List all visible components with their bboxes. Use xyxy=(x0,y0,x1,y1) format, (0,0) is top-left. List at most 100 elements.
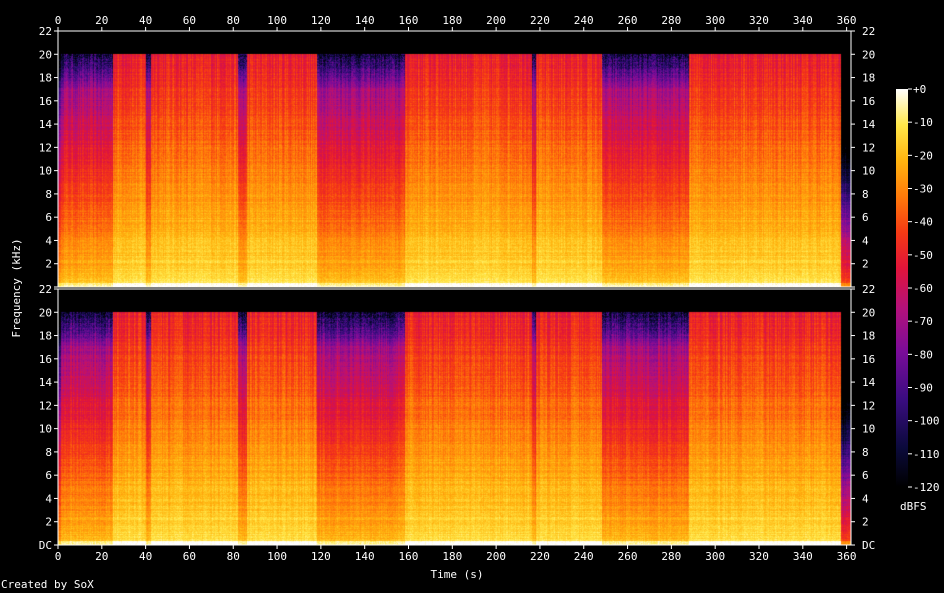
y-tick-label-left: 6 xyxy=(45,469,52,482)
x-tick-label-bottom: 120 xyxy=(311,550,331,563)
x-tick-label-bottom: 180 xyxy=(442,550,462,563)
x-tick-label-top: 300 xyxy=(705,14,725,27)
x-tick-label-top: 140 xyxy=(355,14,375,27)
y-tick-label-right: 22 xyxy=(862,283,875,296)
x-tick-label-bottom: 200 xyxy=(486,550,506,563)
colorbar xyxy=(896,89,908,487)
y-tick-label-left: 22 xyxy=(39,25,52,38)
x-tick-label-bottom: 20 xyxy=(95,550,108,563)
x-tick-label-bottom: 100 xyxy=(267,550,287,563)
colorbar-tick-label: -40 xyxy=(913,216,933,229)
y-tick-label-right: 2 xyxy=(862,258,869,271)
y-tick-label-left: 20 xyxy=(39,48,52,61)
x-tick-label-top: 180 xyxy=(442,14,462,27)
y-tick-label-left: 8 xyxy=(45,446,52,459)
x-tick-label-top: 160 xyxy=(399,14,419,27)
channel-2-frame xyxy=(57,288,852,546)
x-tick-label-top: 240 xyxy=(574,14,594,27)
colorbar-tick-label: -60 xyxy=(913,282,933,295)
x-tick-label-bottom: 300 xyxy=(705,550,725,563)
colorbar-label: dBFS xyxy=(900,500,927,513)
y-tick-label-left: 16 xyxy=(39,95,52,108)
y-tick-label-right: 6 xyxy=(862,211,869,224)
y-tick-label-left: 18 xyxy=(39,72,52,85)
y-tick-label-right: 12 xyxy=(862,141,875,154)
y-tick-label-left: 2 xyxy=(45,516,52,529)
x-tick-label-top: 200 xyxy=(486,14,506,27)
x-tick-label-top: 340 xyxy=(793,14,813,27)
x-tick-label-top: 320 xyxy=(749,14,769,27)
y-axis-label: Frequency (kHz) xyxy=(10,238,23,337)
x-tick-label-bottom: 80 xyxy=(227,550,240,563)
colorbar-tick-label: -120 xyxy=(913,481,940,494)
y-tick-label-right: 20 xyxy=(862,48,875,61)
y-tick-label-right: 8 xyxy=(862,446,869,459)
y-tick-label-left: 16 xyxy=(39,353,52,366)
y-tick-label-left: 12 xyxy=(39,141,52,154)
channel-1-frame xyxy=(57,30,852,288)
x-tick-label-bottom: 340 xyxy=(793,550,813,563)
y-tick-label-right: 18 xyxy=(862,72,875,85)
x-tick-label-top: 260 xyxy=(618,14,638,27)
x-tick-label-top: 60 xyxy=(183,14,196,27)
y-tick-label-right: 10 xyxy=(862,165,875,178)
y-tick-label-left: 4 xyxy=(45,492,52,505)
colorbar-tick-label: -70 xyxy=(913,315,933,328)
y-tick-label-right: 8 xyxy=(862,188,869,201)
y-tick-label-left: 2 xyxy=(45,258,52,271)
y-tick-label-left: 4 xyxy=(45,234,52,247)
y-tick-label-left: 8 xyxy=(45,188,52,201)
colorbar-tick-label: -20 xyxy=(913,149,933,162)
y-tick-label-right: 4 xyxy=(862,234,869,247)
x-tick-label-bottom: 220 xyxy=(530,550,550,563)
spectrogram-channel-2 xyxy=(58,289,851,545)
y-tick-label-right: 22 xyxy=(862,25,875,38)
colorbar-tick-label: -30 xyxy=(913,183,933,196)
x-tick-label-top: 280 xyxy=(661,14,681,27)
x-tick-label-bottom: 360 xyxy=(837,550,857,563)
y-tick-label-right: 14 xyxy=(862,118,876,131)
x-axis: 0 0 20 20 40 40 60 60 80 80 100 100 120 120 140 140 160 1… xyxy=(55,14,857,563)
x-tick-label-bottom: 40 xyxy=(139,550,152,563)
y-tick-label-left: 10 xyxy=(39,165,52,178)
y-tick-label-left: 18 xyxy=(39,330,52,343)
y-tick-label-left: 12 xyxy=(39,399,52,412)
x-tick-label-top: 0 xyxy=(55,14,62,27)
y-tick-label-right: DC xyxy=(862,539,875,552)
x-tick-label-top: 220 xyxy=(530,14,550,27)
spectrogram-channel-1 xyxy=(58,31,851,287)
y-tick-label-right: 2 xyxy=(862,516,869,529)
x-tick-label-bottom: 140 xyxy=(355,550,375,563)
colorbar-ticks: +0 -10 -20 -30 -40 -50 -60 -70 -80 -90 -100 -110 -12… xyxy=(908,83,940,494)
colorbar-tick-label: -110 xyxy=(913,448,940,461)
x-tick-label-bottom: 280 xyxy=(661,550,681,563)
y-tick-label-left: 22 xyxy=(39,283,52,296)
y-tick-label-right: 6 xyxy=(862,469,869,482)
colorbar-tick-label: +0 xyxy=(913,83,926,96)
x-tick-label-bottom: 240 xyxy=(574,550,594,563)
y-tick-label-right: 12 xyxy=(862,399,875,412)
x-axis-label: Time (s) xyxy=(431,568,484,581)
x-tick-label-bottom: 60 xyxy=(183,550,196,563)
y-tick-label-left: 6 xyxy=(45,211,52,224)
colorbar-tick-label: -80 xyxy=(913,348,933,361)
colorbar-tick-label: -10 xyxy=(913,116,933,129)
x-tick-label-bottom: 0 xyxy=(55,550,62,563)
y-tick-label-right: 10 xyxy=(862,423,875,436)
y-tick-label-right: 16 xyxy=(862,353,875,366)
x-tick-label-bottom: 320 xyxy=(749,550,769,563)
x-tick-label-top: 40 xyxy=(139,14,152,27)
credit-text: Created by SoX xyxy=(1,578,94,591)
y-tick-label-right: 14 xyxy=(862,376,876,389)
y-tick-label-right: 4 xyxy=(862,492,869,505)
y-tick-label-left: 10 xyxy=(39,423,52,436)
x-tick-label-top: 120 xyxy=(311,14,331,27)
x-tick-label-top: 360 xyxy=(837,14,857,27)
y-tick-label-left: 14 xyxy=(39,118,53,131)
y-tick-label-left: DC xyxy=(39,539,52,552)
y-tick-label-right: 20 xyxy=(862,306,875,319)
colorbar-tick-label: -100 xyxy=(913,415,940,428)
x-tick-label-top: 20 xyxy=(95,14,108,27)
